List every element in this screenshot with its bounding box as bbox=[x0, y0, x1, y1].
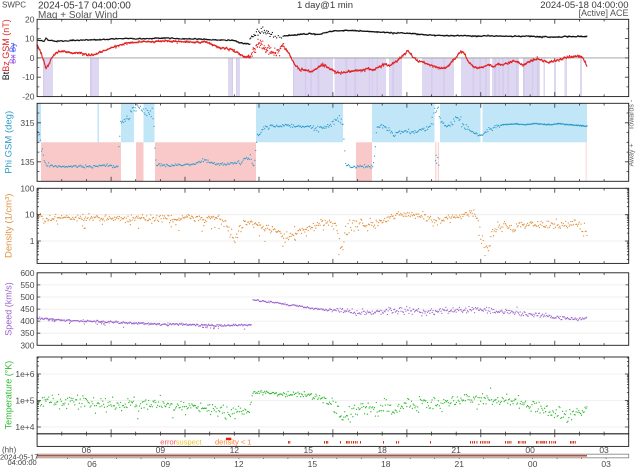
svg-text:03: 03 bbox=[601, 459, 611, 468]
svg-text:135: 135 bbox=[20, 157, 34, 167]
svg-text:By: By bbox=[9, 43, 18, 52]
svg-text:06: 06 bbox=[87, 459, 97, 468]
svg-text:09: 09 bbox=[161, 459, 171, 468]
svg-text:1e+6: 1e+6 bbox=[15, 369, 34, 379]
svg-text:Bz GSM (nT): Bz GSM (nT) bbox=[1, 19, 11, 72]
svg-text:12: 12 bbox=[234, 459, 244, 468]
svg-text:error: error bbox=[160, 437, 176, 446]
svg-text:18: 18 bbox=[377, 445, 387, 455]
svg-text:15: 15 bbox=[304, 445, 314, 455]
svg-text:SWPC: SWPC bbox=[2, 1, 26, 10]
svg-text:21: 21 bbox=[454, 459, 464, 468]
svg-text:12: 12 bbox=[230, 445, 240, 455]
svg-text:400: 400 bbox=[20, 316, 34, 326]
svg-text:21: 21 bbox=[451, 445, 461, 455]
svg-text:600: 600 bbox=[20, 268, 34, 278]
svg-text:1: 1 bbox=[30, 236, 35, 246]
svg-text:300: 300 bbox=[20, 340, 34, 350]
svg-text:Bx: Bx bbox=[9, 55, 18, 64]
svg-text:Density (1/cm³): Density (1/cm³) bbox=[4, 194, 15, 258]
svg-text:Towards -: Towards - bbox=[629, 99, 636, 130]
svg-text:1e+4: 1e+4 bbox=[15, 422, 34, 432]
svg-text:(hh): (hh) bbox=[2, 446, 17, 455]
svg-text:[Active] ACE: [Active] ACE bbox=[578, 8, 628, 18]
svg-text:500: 500 bbox=[20, 292, 34, 302]
svg-text:00: 00 bbox=[525, 445, 535, 455]
svg-text:03: 03 bbox=[599, 445, 609, 455]
svg-text:Temperature (°K): Temperature (°K) bbox=[4, 361, 14, 430]
svg-text:2024-05-18 04:00:00: 2024-05-18 04:00:00 bbox=[540, 0, 628, 11]
svg-text:density < 1: density < 1 bbox=[215, 437, 251, 446]
svg-text:09: 09 bbox=[156, 445, 166, 455]
svg-text:-10: -10 bbox=[22, 72, 35, 82]
svg-text:2024-05-17: 2024-05-17 bbox=[0, 452, 38, 461]
svg-text:15: 15 bbox=[308, 459, 318, 468]
svg-text:Speed (km/s): Speed (km/s) bbox=[4, 282, 14, 336]
svg-text:00: 00 bbox=[528, 459, 538, 468]
svg-text:Phi GSM (deg): Phi GSM (deg) bbox=[4, 111, 15, 174]
svg-text:550: 550 bbox=[20, 280, 34, 290]
svg-text:10: 10 bbox=[25, 34, 35, 44]
svg-text:450: 450 bbox=[20, 304, 34, 314]
svg-text:04:00:00: 04:00:00 bbox=[8, 458, 37, 467]
svg-text:Bt: Bt bbox=[1, 71, 11, 80]
svg-text:350: 350 bbox=[20, 328, 34, 338]
svg-text:20: 20 bbox=[25, 14, 35, 24]
svg-text:1 day@1 min: 1 day@1 min bbox=[297, 0, 353, 11]
svg-text:0: 0 bbox=[30, 53, 35, 63]
svg-text:06: 06 bbox=[82, 445, 92, 455]
svg-text:-20: -20 bbox=[22, 92, 35, 102]
svg-text:315: 315 bbox=[20, 118, 34, 128]
svg-text:suspect: suspect bbox=[176, 437, 203, 446]
svg-text:2024-05-17 04:00:00: 2024-05-17 04:00:00 bbox=[38, 0, 131, 11]
svg-text:100: 100 bbox=[20, 183, 34, 193]
svg-text:1e+5: 1e+5 bbox=[15, 396, 34, 406]
svg-text:18: 18 bbox=[381, 459, 391, 468]
svg-text:10: 10 bbox=[25, 210, 35, 220]
svg-text:Mag + Solar Wind: Mag + Solar Wind bbox=[38, 10, 118, 21]
svg-text:Away +: Away + bbox=[629, 143, 636, 166]
